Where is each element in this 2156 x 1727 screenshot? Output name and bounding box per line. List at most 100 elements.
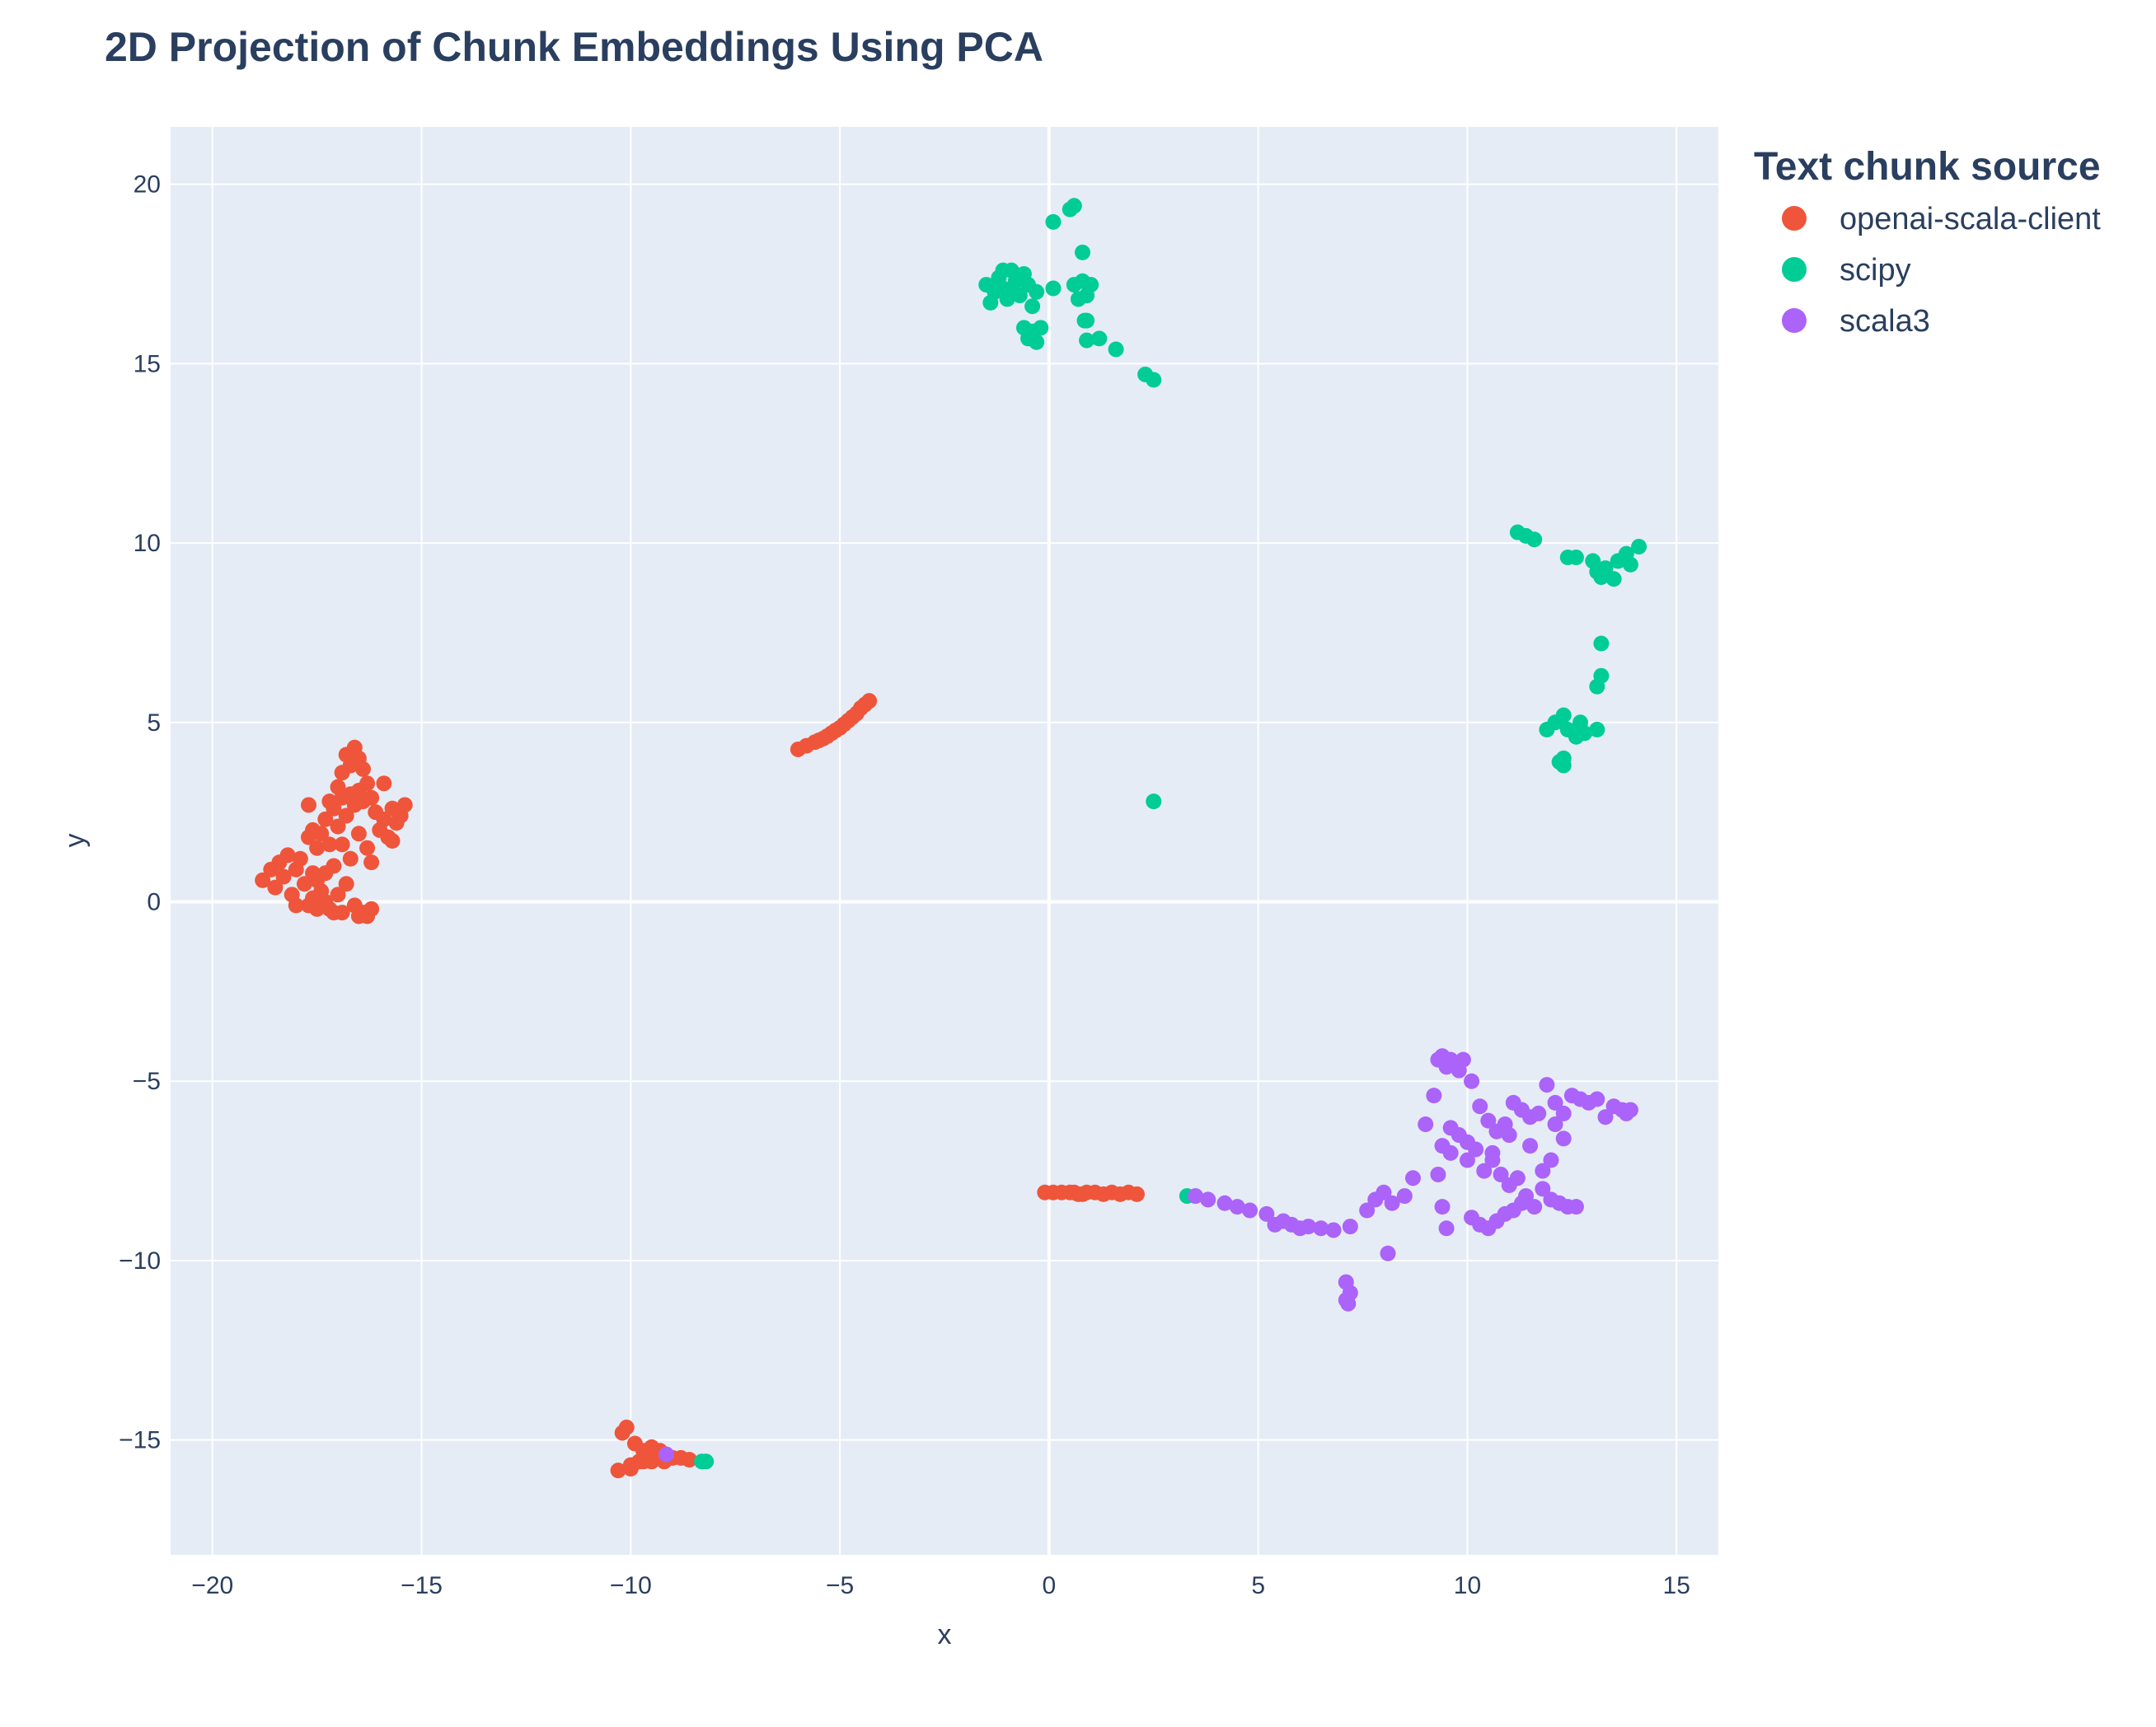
y-tick-label: 0 — [147, 889, 161, 916]
data-point — [330, 887, 346, 903]
data-point — [350, 826, 367, 842]
legend-marker — [1782, 257, 1807, 282]
x-tick-label: 15 — [1663, 1572, 1690, 1599]
data-point — [1229, 1199, 1245, 1215]
y-tick-label: −10 — [119, 1247, 161, 1275]
data-point — [1074, 1186, 1090, 1202]
data-point — [1029, 334, 1045, 350]
data-point — [1589, 1091, 1605, 1107]
data-point — [1605, 571, 1622, 587]
data-point — [363, 854, 380, 871]
data-point — [1108, 341, 1124, 358]
x-tick-label: −10 — [610, 1572, 652, 1599]
y-tick-label: 20 — [134, 171, 161, 199]
x-tick-label: −20 — [191, 1572, 233, 1599]
data-point — [1442, 1051, 1459, 1068]
data-point — [1622, 1102, 1638, 1118]
data-point — [861, 693, 878, 709]
data-point — [1003, 283, 1019, 300]
data-point — [321, 793, 338, 810]
x-tick-label: −5 — [826, 1572, 854, 1599]
data-point — [1380, 1245, 1396, 1261]
data-point — [1342, 1219, 1358, 1235]
data-point — [1418, 1116, 1434, 1132]
y-tick-label: 5 — [147, 709, 161, 737]
data-point — [1146, 793, 1162, 810]
data-point — [827, 722, 844, 738]
data-point — [1535, 1181, 1551, 1197]
data-point — [1622, 556, 1638, 573]
legend-item[interactable]: openai-scala-client — [1782, 202, 2101, 236]
data-point — [1593, 635, 1610, 652]
legend-marker — [1782, 206, 1807, 231]
x-tick-label: 10 — [1454, 1572, 1481, 1599]
data-point — [1530, 1105, 1547, 1121]
data-point — [1501, 1127, 1517, 1144]
legend-title: Text chunk source — [1754, 145, 2101, 189]
data-point — [1589, 678, 1605, 695]
chart-title: 2D Projection of Chunk Embeddings Using … — [105, 24, 1043, 70]
data-point — [1547, 1094, 1563, 1111]
data-point — [1442, 1120, 1459, 1136]
data-point — [354, 761, 371, 777]
data-point — [1074, 244, 1090, 260]
y-axis-title: y — [59, 834, 91, 848]
legend-item[interactable]: scipy — [1782, 253, 1911, 288]
data-point — [1301, 1219, 1317, 1235]
data-point — [610, 1463, 626, 1479]
data-point — [1472, 1098, 1488, 1115]
data-point — [296, 876, 312, 892]
data-point — [1128, 1186, 1145, 1202]
data-point — [1340, 1295, 1357, 1312]
data-point — [338, 876, 354, 892]
data-point — [1083, 277, 1099, 293]
data-point — [681, 1452, 697, 1468]
data-point — [1543, 1152, 1559, 1168]
data-point — [1045, 280, 1062, 297]
data-point — [1555, 750, 1572, 766]
data-point — [1597, 560, 1614, 577]
x-axis-title: x — [938, 1619, 952, 1650]
data-point — [334, 905, 350, 921]
data-point — [255, 872, 271, 888]
data-point — [1464, 1073, 1480, 1089]
data-point — [1079, 312, 1095, 329]
data-point — [376, 811, 392, 827]
data-point — [288, 897, 304, 914]
legend-label: openai-scala-client — [1840, 202, 2101, 236]
data-point — [334, 836, 350, 853]
data-point — [1547, 1116, 1563, 1132]
grid — [171, 127, 1718, 1555]
data-point — [300, 797, 316, 813]
data-point — [622, 1460, 639, 1477]
data-point — [359, 775, 376, 792]
y-tick-label: −15 — [119, 1427, 161, 1454]
legend-label: scipy — [1840, 253, 1911, 288]
data-point — [1526, 1199, 1543, 1215]
data-point — [267, 879, 284, 896]
data-point — [618, 1419, 635, 1435]
data-point — [1200, 1191, 1216, 1208]
data-point — [1459, 1134, 1475, 1150]
data-point — [1258, 1205, 1275, 1222]
y-tick-label: 15 — [134, 350, 161, 377]
data-point — [1539, 1077, 1555, 1093]
data-point — [1146, 372, 1162, 388]
legend[interactable]: Text chunk source openai-scala-client sci… — [1754, 145, 2101, 339]
data-point — [1442, 1144, 1459, 1161]
data-point — [698, 1453, 715, 1470]
data-point — [1572, 714, 1589, 731]
data-point — [305, 865, 321, 882]
data-point — [1631, 538, 1647, 555]
data-point — [1480, 1112, 1497, 1129]
data-point — [1493, 1166, 1509, 1182]
data-point — [1216, 1195, 1233, 1211]
data-point — [1091, 330, 1108, 347]
legend-item[interactable]: scala3 — [1782, 304, 1930, 339]
data-point — [1376, 1184, 1392, 1200]
data-point — [1396, 1188, 1413, 1205]
data-point — [1313, 1220, 1329, 1237]
data-point — [1359, 1202, 1376, 1219]
data-point — [1568, 1199, 1584, 1215]
